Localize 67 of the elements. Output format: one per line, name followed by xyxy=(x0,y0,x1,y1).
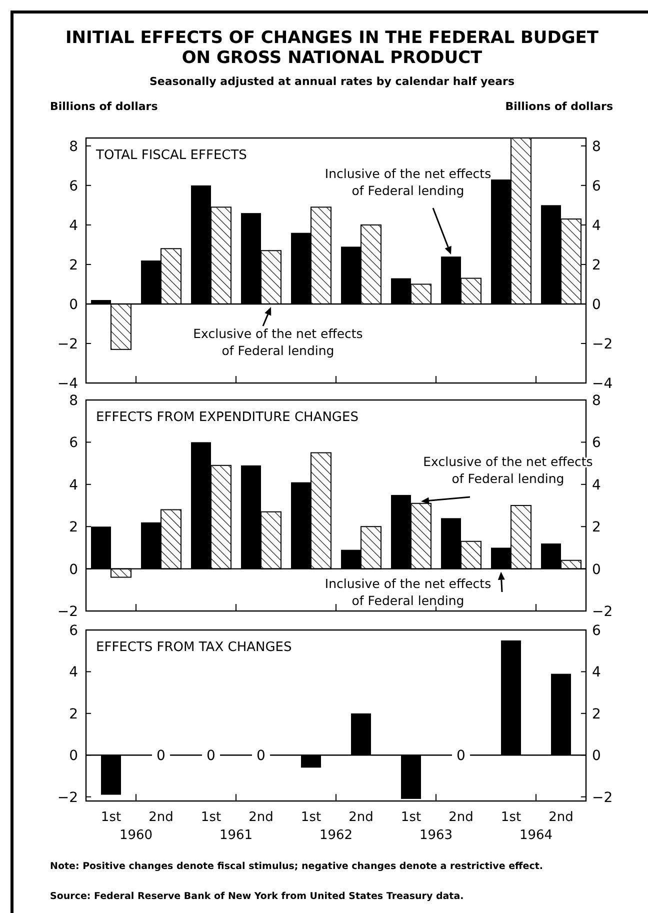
y-tick-label: 8 xyxy=(69,393,78,409)
y2-tick-label: 0 xyxy=(592,296,601,313)
x-tick-label: 1st xyxy=(500,810,522,825)
text: EFFECTS FROM TAX CHANGES xyxy=(96,640,292,655)
data-label: 0 xyxy=(256,748,266,764)
y-axis-title: Billions of dollars xyxy=(50,100,158,113)
y-tick-label: 8 xyxy=(69,138,78,155)
y2-tick-label: 4 xyxy=(592,664,601,681)
y-tick-label: 6 xyxy=(69,623,78,639)
chart-title: INITIAL EFFECTS OF CHANGES IN THE FEDERAL BUDGET ON GROSS NATIONAL PRODUCT xyxy=(65,28,599,68)
x-tick-label: 1st xyxy=(400,810,422,825)
y2-tick-label: −2 xyxy=(592,336,613,352)
x-tick-label: 2nd xyxy=(348,810,374,825)
data-label: 0 xyxy=(206,748,216,764)
legend-label: Exclusive of the net effects of Federal lending xyxy=(193,326,363,358)
y-tick-label: 6 xyxy=(69,178,78,194)
y-tick-label: 2 xyxy=(69,706,78,722)
y2-tick-label: 8 xyxy=(592,138,601,155)
y2-tick-label: 6 xyxy=(592,178,601,194)
x-tick-label: 1st xyxy=(300,810,322,825)
text: EFFECTS FROM EXPENDITURE CHANGES xyxy=(96,410,358,425)
y2-tick-label: 8 xyxy=(592,393,601,409)
data-label: 0 xyxy=(156,748,166,764)
y-tick-label: 4 xyxy=(69,218,78,234)
text: 1961 xyxy=(219,828,253,843)
text: 1960 xyxy=(119,828,153,843)
x-tick-label: 2nd xyxy=(248,810,274,825)
y2-tick-label: −2 xyxy=(592,790,613,806)
y-tick-label: 2 xyxy=(69,257,78,274)
y-tick-label: −2 xyxy=(57,790,78,806)
y-tick-label: −4 xyxy=(57,376,78,392)
series-label: Inclusive of the net effects of Federal lending xyxy=(324,166,492,198)
y2-tick-label: 2 xyxy=(592,520,601,536)
y2-axis-title: Billions of dollars xyxy=(505,100,614,113)
y2-tick-label: 4 xyxy=(592,477,601,494)
y2-tick-label: 2 xyxy=(592,706,601,722)
legend-label: Inclusive of the net effects of Federal lending xyxy=(324,576,492,608)
source-note: Source: Federal Reserve Bank of New York from United States Treasury data. xyxy=(50,891,464,902)
y-tick-label: 0 xyxy=(69,296,78,313)
y-tick-label: 0 xyxy=(69,562,78,578)
text: Note: Positive changes denote fiscal stimulus; negative changes denote a restrictive effect. xyxy=(50,861,543,872)
y2-tick-label: 6 xyxy=(592,435,601,452)
data-label: 0 xyxy=(456,748,466,764)
text: 1963 xyxy=(419,828,453,843)
y-tick-label: 2 xyxy=(69,520,78,536)
y2-tick-label: 4 xyxy=(592,218,601,234)
y2-tick-label: 0 xyxy=(592,748,601,764)
y-tick-label: 0 xyxy=(69,748,78,764)
y2-tick-label: 2 xyxy=(592,257,601,274)
y2-tick-label: 6 xyxy=(592,623,601,639)
x-tick-label: 2nd xyxy=(148,810,174,825)
x-tick-label: 1st xyxy=(100,810,122,825)
y2-tick-label: −4 xyxy=(592,376,613,392)
y-tick-label: 4 xyxy=(69,477,78,494)
y2-tick-label: 0 xyxy=(592,562,601,578)
text: 1964 xyxy=(519,828,553,843)
y-tick-label: −2 xyxy=(57,336,78,352)
y2-tick-label: −2 xyxy=(592,604,613,620)
y-tick-label: 6 xyxy=(69,435,78,452)
x-tick-label: 1st xyxy=(200,810,222,825)
y-tick-label: −2 xyxy=(57,604,78,620)
x-tick-label: 2nd xyxy=(448,810,474,825)
y-tick-label: 4 xyxy=(69,664,78,681)
text: 1962 xyxy=(319,828,353,843)
annotation: TOTAL FISCAL EFFECTS xyxy=(95,148,247,163)
x-tick-label: 2nd xyxy=(548,810,574,825)
chart-subtitle: Seasonally adjusted at annual rates by calendar half years xyxy=(149,75,515,88)
